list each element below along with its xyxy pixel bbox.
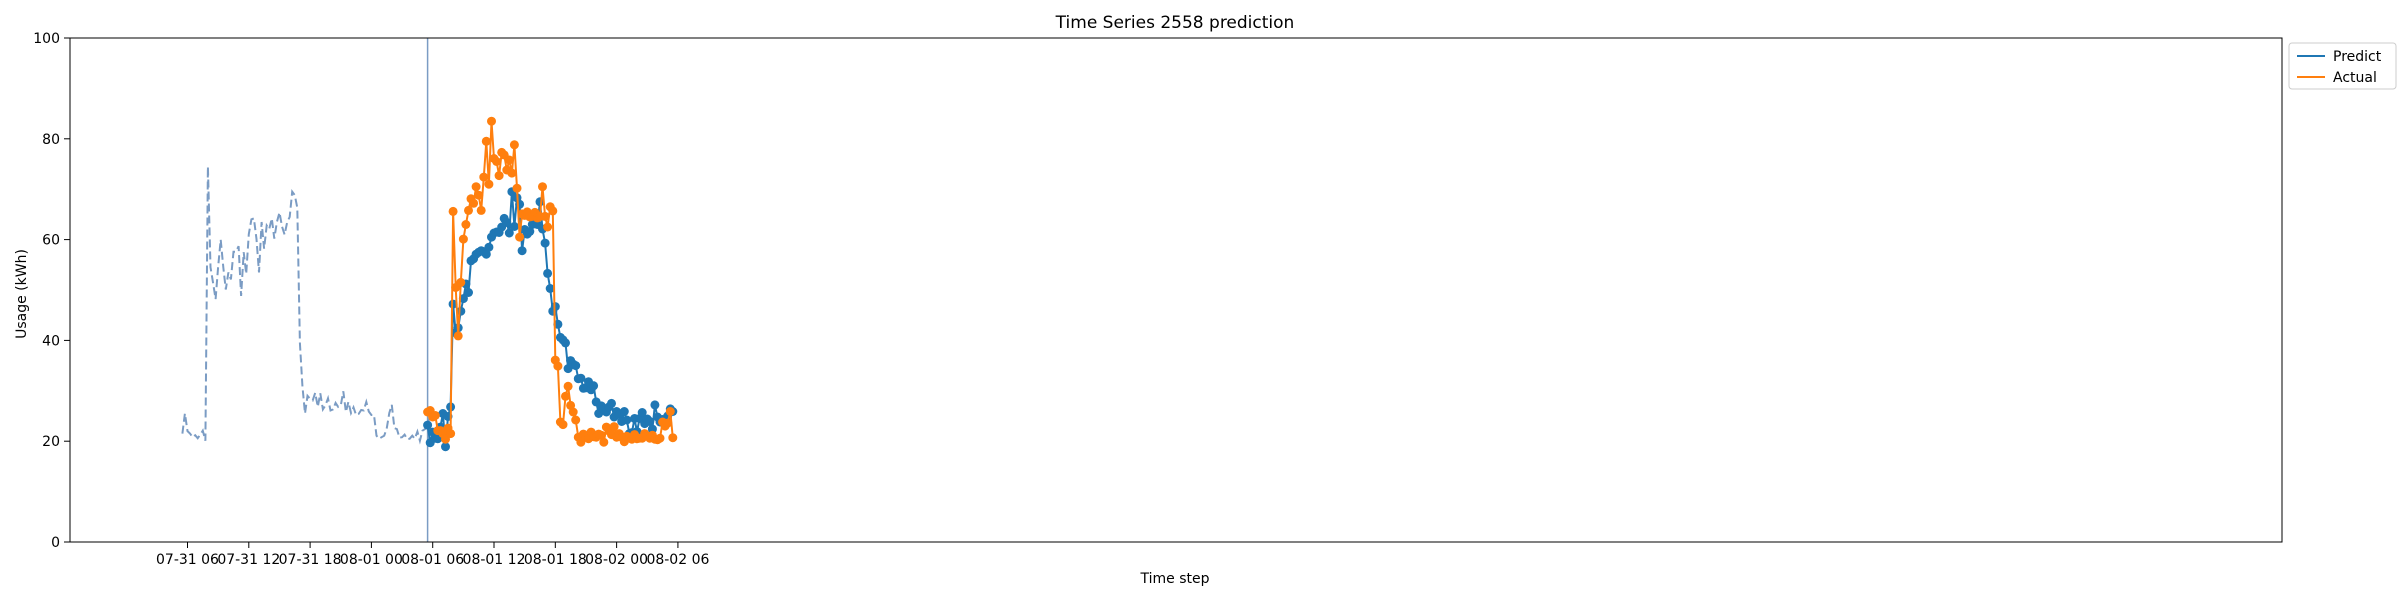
chart-title: Time Series 2558 prediction [1055, 13, 1295, 33]
predict-point [543, 268, 553, 278]
predict-point [637, 408, 647, 417]
actual-point [571, 415, 581, 425]
actual-point [538, 182, 547, 192]
predict-point [540, 238, 550, 248]
x-axis-label: Time step [1140, 571, 1210, 587]
actual-point [665, 407, 675, 416]
predict-point [441, 442, 450, 452]
x-tick-label: 08-02 00 [585, 552, 648, 568]
y-tick-label: 40 [42, 333, 60, 349]
y-tick-label: 0 [51, 535, 60, 551]
predict-point [619, 407, 629, 416]
predict-point [448, 299, 458, 309]
actual-point [512, 183, 522, 193]
actual-point [509, 140, 519, 150]
actual-point [504, 155, 514, 165]
actual-point [540, 211, 550, 221]
actual-point [471, 182, 481, 192]
legend: Predict Actual [2288, 42, 2397, 90]
actual-point [481, 136, 491, 146]
predict-point [484, 242, 494, 252]
predict-point [607, 398, 616, 408]
actual-point [609, 422, 619, 432]
predict-point [622, 415, 632, 425]
actual-series [423, 116, 678, 447]
y-tick-label: 20 [42, 434, 60, 450]
x-tick-label: 08-01 06 [401, 552, 464, 568]
predict-point [423, 420, 433, 430]
x-tick-label: 07-31 06 [156, 552, 219, 568]
axes-frame [69, 37, 2283, 543]
actual-point [461, 220, 471, 229]
actual-point [492, 157, 502, 166]
actual-point [474, 190, 484, 200]
y-tick-label: 60 [42, 233, 60, 249]
actual-point [668, 433, 678, 443]
actual-point [476, 205, 486, 215]
predict-point [571, 361, 581, 371]
actual-point [548, 206, 558, 216]
predict-point [464, 288, 473, 297]
actual-point [507, 168, 517, 178]
actual-point [558, 420, 568, 430]
actual-point [484, 179, 494, 189]
actual-point [456, 277, 466, 287]
actual-point [458, 234, 468, 244]
predict-point [504, 228, 514, 238]
actual-point [655, 433, 665, 443]
x-tick-label: 07-31 18 [279, 552, 342, 568]
actual-point [453, 331, 463, 341]
predict-point [517, 246, 527, 256]
actual-point [596, 430, 606, 440]
actual-point [561, 391, 570, 401]
actual-point [563, 381, 573, 391]
actual-point [599, 437, 609, 447]
predict-point [589, 381, 599, 391]
predict-point [481, 249, 491, 259]
predict-point [515, 199, 525, 209]
x-tick-label: 07-31 12 [217, 552, 280, 568]
y-tick-label: 100 [33, 31, 60, 47]
predict-point [561, 338, 570, 348]
actual-point [469, 198, 479, 208]
predict-point [545, 284, 555, 293]
actual-point [448, 206, 458, 216]
actual-point [553, 361, 563, 371]
legend-label-predict: Predict [2333, 49, 2382, 65]
actual-point [663, 418, 673, 428]
actual-point [515, 232, 525, 242]
predict-point [650, 400, 660, 410]
history-series-line [181, 166, 432, 445]
actual-point [446, 429, 456, 439]
plot-area [181, 38, 678, 542]
y-axis-label: Usage (kWh) [14, 249, 30, 339]
predict-point [525, 227, 535, 236]
actual-point [494, 171, 504, 181]
x-tick-label: 08-02 06 [646, 552, 709, 568]
y-tick-label: 80 [42, 132, 60, 148]
actual-point [487, 116, 496, 126]
x-tick-label: 08-01 00 [340, 552, 403, 568]
actual-point [479, 172, 489, 182]
predict-point [458, 294, 468, 304]
x-tick-label: 08-01 12 [463, 552, 526, 568]
predict-point [509, 222, 519, 231]
x-tick-label: 08-01 18 [524, 552, 587, 568]
predict-point [645, 417, 655, 426]
actual-point [543, 222, 553, 232]
actual-point [464, 205, 473, 215]
legend-label-actual: Actual [2333, 70, 2377, 86]
predict-point [502, 218, 512, 227]
actual-point [430, 411, 440, 420]
actual-point [568, 407, 578, 417]
predict-series [423, 187, 678, 452]
predict-point [576, 373, 586, 383]
